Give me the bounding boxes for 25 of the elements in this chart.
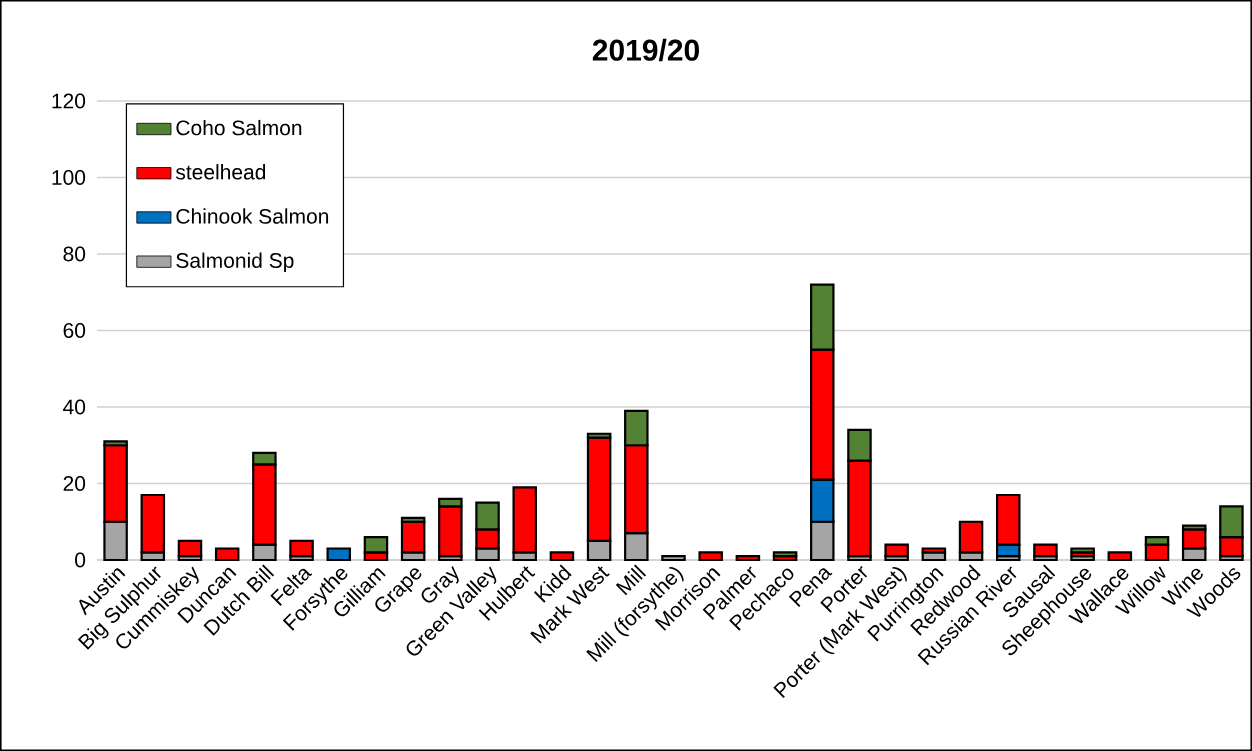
y-tick-label: 120 <box>52 93 86 109</box>
bar <box>735 555 761 562</box>
bar <box>884 543 909 558</box>
bar <box>1070 547 1095 554</box>
legend-label: Coho Salmon <box>176 119 302 136</box>
bar <box>326 547 352 562</box>
legend-label: steelhead <box>175 164 266 180</box>
y-tick-label: 40 <box>63 399 86 415</box>
bar <box>289 539 314 558</box>
bar <box>1033 543 1058 558</box>
bar <box>698 551 723 562</box>
bar <box>549 551 575 562</box>
y-tick-label: 80 <box>63 246 86 262</box>
bar <box>661 555 686 562</box>
bar <box>1107 551 1133 562</box>
y-tick-label: 20 <box>63 476 86 491</box>
y-tick-label: 100 <box>52 170 86 185</box>
bar <box>177 539 203 558</box>
legend-label: Chinook Salmon <box>176 208 329 224</box>
bar <box>772 551 798 558</box>
bar <box>214 547 240 562</box>
legend-label: Salmonid Sp <box>176 252 294 273</box>
y-tick-label: 0 <box>75 552 86 568</box>
y-tick-label: 60 <box>63 323 86 338</box>
chart-title: 2019/20 <box>592 38 699 62</box>
